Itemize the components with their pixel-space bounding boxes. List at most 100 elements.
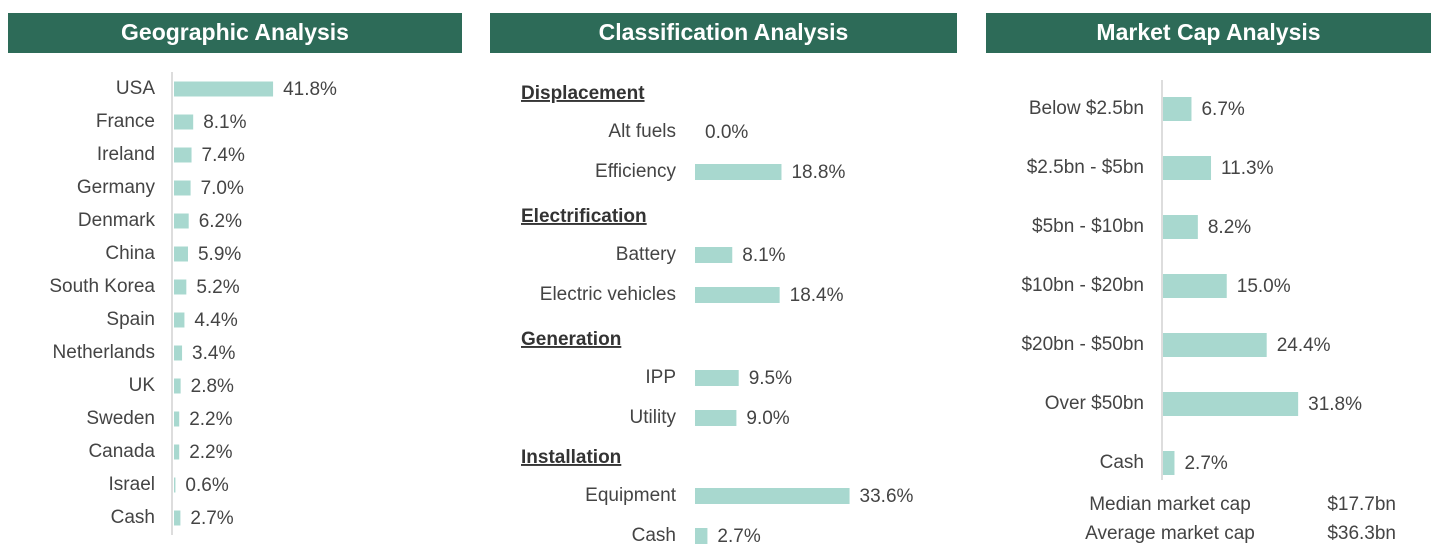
bar <box>174 378 181 394</box>
panel-header <box>490 13 957 53</box>
panel-header <box>986 13 1431 53</box>
bar <box>1163 97 1192 121</box>
bar <box>695 287 780 303</box>
bar <box>174 147 192 163</box>
value-label: 2.7% <box>190 508 233 529</box>
bar <box>695 528 708 544</box>
bar <box>695 247 733 263</box>
group-label: Generation <box>521 329 621 350</box>
bar <box>695 370 739 386</box>
bar <box>174 444 180 460</box>
category-label: Electric vehicles <box>540 284 676 305</box>
category-label: UK <box>129 375 156 396</box>
category-label: Equipment <box>585 485 677 506</box>
bar <box>174 312 185 328</box>
category-label: Netherlands <box>53 342 155 363</box>
category-label: Below $2.5bn <box>1029 98 1144 119</box>
category-label: Denmark <box>78 210 156 231</box>
panel-title: Market Cap Analysis <box>1096 19 1320 45</box>
value-label: 0.6% <box>185 475 228 496</box>
bar <box>174 510 181 526</box>
category-label: Cash <box>632 525 676 544</box>
group-label: Installation <box>521 447 621 468</box>
value-label: 2.2% <box>189 409 232 430</box>
category-label: Germany <box>77 177 156 198</box>
bar <box>174 114 194 130</box>
bar <box>174 345 183 361</box>
bar <box>695 488 850 504</box>
value-label: 2.8% <box>191 376 234 397</box>
value-label: 2.2% <box>189 442 232 463</box>
category-label: Utility <box>630 407 677 428</box>
value-label: 15.0% <box>1237 276 1291 297</box>
value-label: 7.0% <box>201 178 244 199</box>
bar <box>1163 215 1198 239</box>
category-label: South Korea <box>49 276 155 297</box>
category-label: Canada <box>88 441 155 462</box>
stat-label: Average market cap <box>1085 523 1255 544</box>
value-label: 0.0% <box>705 122 748 143</box>
bar <box>1163 451 1175 475</box>
stat-value: $36.3bn <box>1327 523 1396 544</box>
category-label: Spain <box>106 309 155 330</box>
category-label: Ireland <box>97 144 155 165</box>
value-label: 2.7% <box>717 526 760 544</box>
category-label: $5bn - $10bn <box>1032 216 1144 237</box>
value-label: 18.8% <box>791 162 845 183</box>
category-label: $20bn - $50bn <box>1021 334 1144 355</box>
category-label: $10bn - $20bn <box>1021 275 1144 296</box>
panel-header <box>8 13 462 53</box>
value-label: 31.8% <box>1308 394 1362 415</box>
bar <box>174 279 187 295</box>
value-label: 4.4% <box>194 310 237 331</box>
value-label: 5.2% <box>196 277 239 298</box>
category-label: Israel <box>109 474 155 495</box>
value-label: 6.7% <box>1201 99 1244 120</box>
value-label: 9.0% <box>746 408 789 429</box>
value-label: 18.4% <box>790 285 844 306</box>
stat-label: Median market cap <box>1089 494 1251 515</box>
bar <box>174 213 189 229</box>
category-label: Sweden <box>86 408 155 429</box>
value-label: 9.5% <box>749 368 792 389</box>
bar <box>1163 392 1299 416</box>
bar <box>1163 274 1227 298</box>
panel-title: Geographic Analysis <box>121 19 349 45</box>
value-label: 11.3% <box>1221 158 1274 179</box>
bar <box>1163 333 1267 357</box>
bar <box>174 246 188 262</box>
category-label: Cash <box>1100 452 1144 473</box>
bar <box>174 180 191 196</box>
group-label: Electrification <box>521 206 647 227</box>
bar <box>174 411 180 427</box>
bar <box>174 477 176 493</box>
value-label: 7.4% <box>202 145 245 166</box>
value-label: 8.1% <box>742 245 785 266</box>
panel-title: Classification Analysis <box>599 19 849 45</box>
stat-value: $17.7bn <box>1327 494 1396 515</box>
bar <box>695 164 782 180</box>
value-label: 41.8% <box>283 79 337 100</box>
category-label: China <box>105 243 155 264</box>
value-label: 3.4% <box>192 343 235 364</box>
category-label: $2.5bn - $5bn <box>1027 157 1144 178</box>
value-label: 8.2% <box>1208 217 1251 238</box>
value-label: 33.6% <box>860 486 914 507</box>
category-label: Alt fuels <box>608 121 676 142</box>
category-label: France <box>96 111 155 132</box>
value-label: 5.9% <box>198 244 241 265</box>
category-label: Efficiency <box>595 161 676 182</box>
category-label: IPP <box>645 367 676 388</box>
value-label: 2.7% <box>1184 453 1227 474</box>
bar <box>1163 156 1212 180</box>
value-label: 8.1% <box>203 112 246 133</box>
value-label: 6.2% <box>199 211 242 232</box>
bar <box>695 410 737 426</box>
bar <box>174 81 274 97</box>
category-label: USA <box>116 78 155 99</box>
category-label: Cash <box>111 507 155 528</box>
category-label: Over $50bn <box>1045 393 1144 414</box>
category-label: Battery <box>616 244 677 265</box>
group-label: Displacement <box>521 83 645 104</box>
